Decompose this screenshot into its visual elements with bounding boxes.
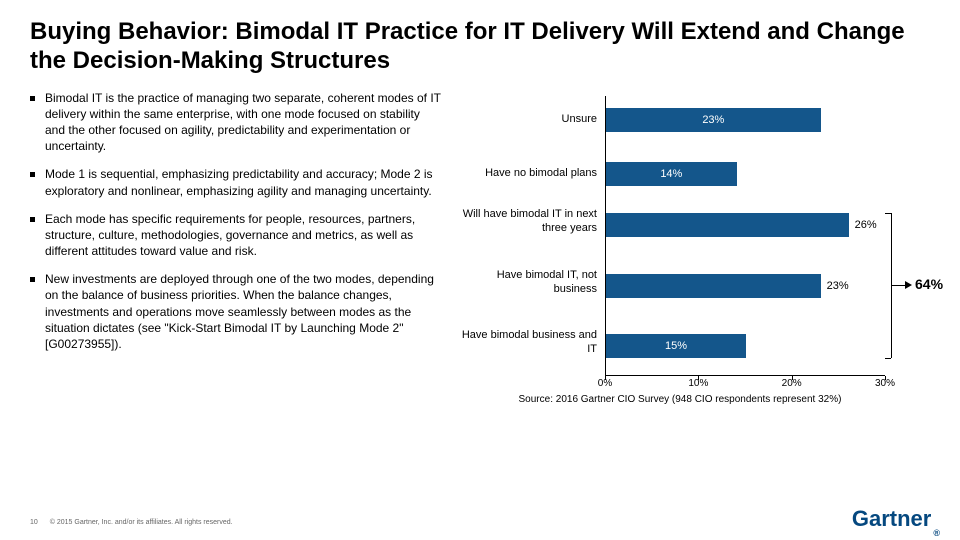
bar-label: Have bimodal IT, not business [460, 268, 605, 297]
bullet-dot-icon [30, 277, 35, 282]
bracket-label: 64% [915, 276, 943, 292]
page-number: 10 [30, 519, 38, 526]
bullet-text: New investments are deployed through one… [45, 271, 442, 352]
bar-label: Have no bimodal plans [460, 166, 605, 180]
bullet-dot-icon [30, 96, 35, 101]
bullet-text: Bimodal IT is the practice of managing t… [45, 90, 442, 155]
bullet-text: Each mode has specific requirements for … [45, 211, 442, 260]
bar-label: Have bimodal business and IT [460, 328, 605, 357]
bullet-item: Bimodal IT is the practice of managing t… [30, 90, 442, 155]
bimodal-chart: 23%14%26%23%15% 0%10%20%30% UnsureHave n… [460, 90, 930, 396]
bar-label: Will have bimodal IT in next three years [460, 207, 605, 236]
gartner-logo: Gartner® [852, 506, 938, 532]
bullet-list: Bimodal IT is the practice of managing t… [30, 90, 460, 396]
bullet-item: Each mode has specific requirements for … [30, 211, 442, 260]
bar-label: Unsure [460, 112, 605, 126]
chart-source: Source: 2016 Gartner CIO Survey (948 CIO… [460, 394, 900, 405]
bullet-item: Mode 1 is sequential, emphasizing predic… [30, 166, 442, 198]
slide-title: Buying Behavior: Bimodal IT Practice for… [30, 18, 930, 76]
bullet-dot-icon [30, 172, 35, 177]
slide-footer: 10 © 2015 Gartner, Inc. and/or its affil… [30, 519, 233, 526]
bullet-dot-icon [30, 217, 35, 222]
bullet-text: Mode 1 is sequential, emphasizing predic… [45, 166, 442, 198]
bullet-item: New investments are deployed through one… [30, 271, 442, 352]
copyright-text: © 2015 Gartner, Inc. and/or its affiliat… [50, 519, 233, 526]
